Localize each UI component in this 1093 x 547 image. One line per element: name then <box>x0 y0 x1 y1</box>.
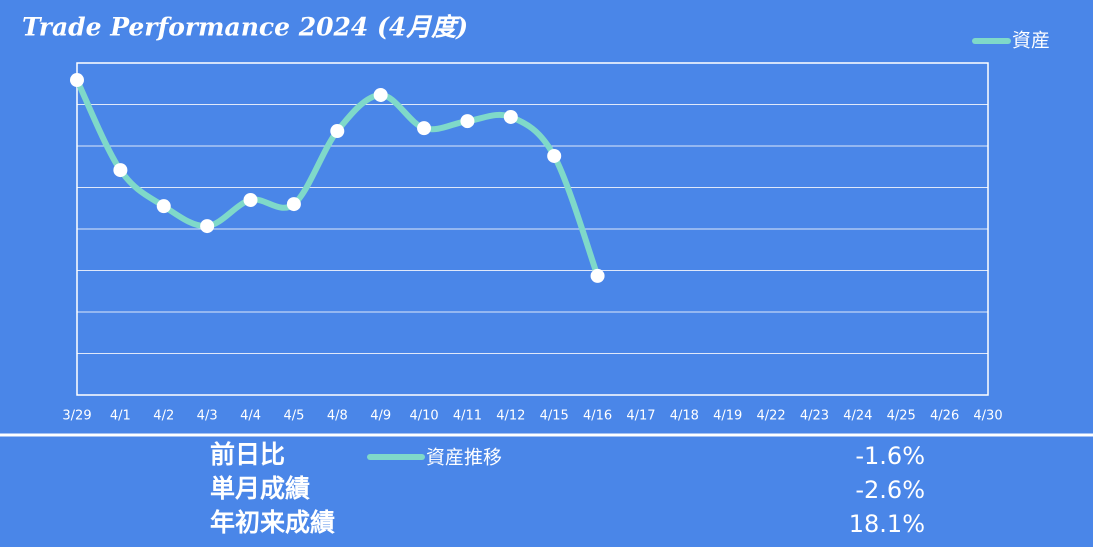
chart-title: Trade Performance 2024 (4月度) <box>22 13 468 42</box>
data-point <box>373 87 388 102</box>
x-tick-label: 4/16 <box>583 409 612 424</box>
summary-value: -1.6% <box>855 442 925 470</box>
x-tick-label: 3/29 <box>62 409 91 424</box>
data-point <box>590 268 605 283</box>
data-point <box>200 219 215 234</box>
x-tick-label: 4/2 <box>153 409 174 424</box>
x-tick-label: 4/8 <box>327 409 348 424</box>
summary-label: 単月成績 <box>210 474 310 503</box>
data-point <box>156 199 171 214</box>
x-tick-label: 4/3 <box>197 409 218 424</box>
data-point <box>113 163 128 178</box>
x-tick-label: 4/23 <box>800 409 829 424</box>
x-tick-label: 4/18 <box>670 409 699 424</box>
x-tick-label: 4/15 <box>540 409 569 424</box>
x-tick-label: 4/17 <box>626 409 655 424</box>
summary-label: 前日比 <box>210 440 285 469</box>
data-point <box>70 73 84 88</box>
x-tick-label: 4/25 <box>887 409 916 424</box>
data-point <box>547 148 562 163</box>
x-tick-label: 4/19 <box>713 409 742 424</box>
x-tick-label: 4/4 <box>240 409 261 424</box>
x-tick-label: 4/9 <box>370 409 391 424</box>
x-tick-label: 4/1 <box>110 409 131 424</box>
plot-border <box>76 62 989 396</box>
x-tick-label: 4/26 <box>930 409 959 424</box>
summary-legend: 資産推移 <box>426 447 502 469</box>
summary-value: 18.1% <box>849 510 925 538</box>
data-point <box>503 109 518 124</box>
summary-label: 年初来成績 <box>210 508 335 537</box>
x-tick-label: 4/22 <box>756 409 785 424</box>
x-tick-label: 4/5 <box>283 409 304 424</box>
data-point <box>460 114 475 129</box>
data-point <box>417 121 432 136</box>
legend-label: 資産 <box>1012 30 1050 52</box>
x-tick-label: 4/30 <box>973 409 1002 424</box>
x-tick-label: 4/11 <box>453 409 482 424</box>
x-tick-label: 4/12 <box>496 409 525 424</box>
summary-value: -2.6% <box>855 476 925 504</box>
x-tick-label: 4/24 <box>843 409 872 424</box>
data-point <box>330 124 345 139</box>
data-point <box>286 197 301 212</box>
x-tick-label: 4/10 <box>409 409 438 424</box>
data-point <box>243 192 258 207</box>
